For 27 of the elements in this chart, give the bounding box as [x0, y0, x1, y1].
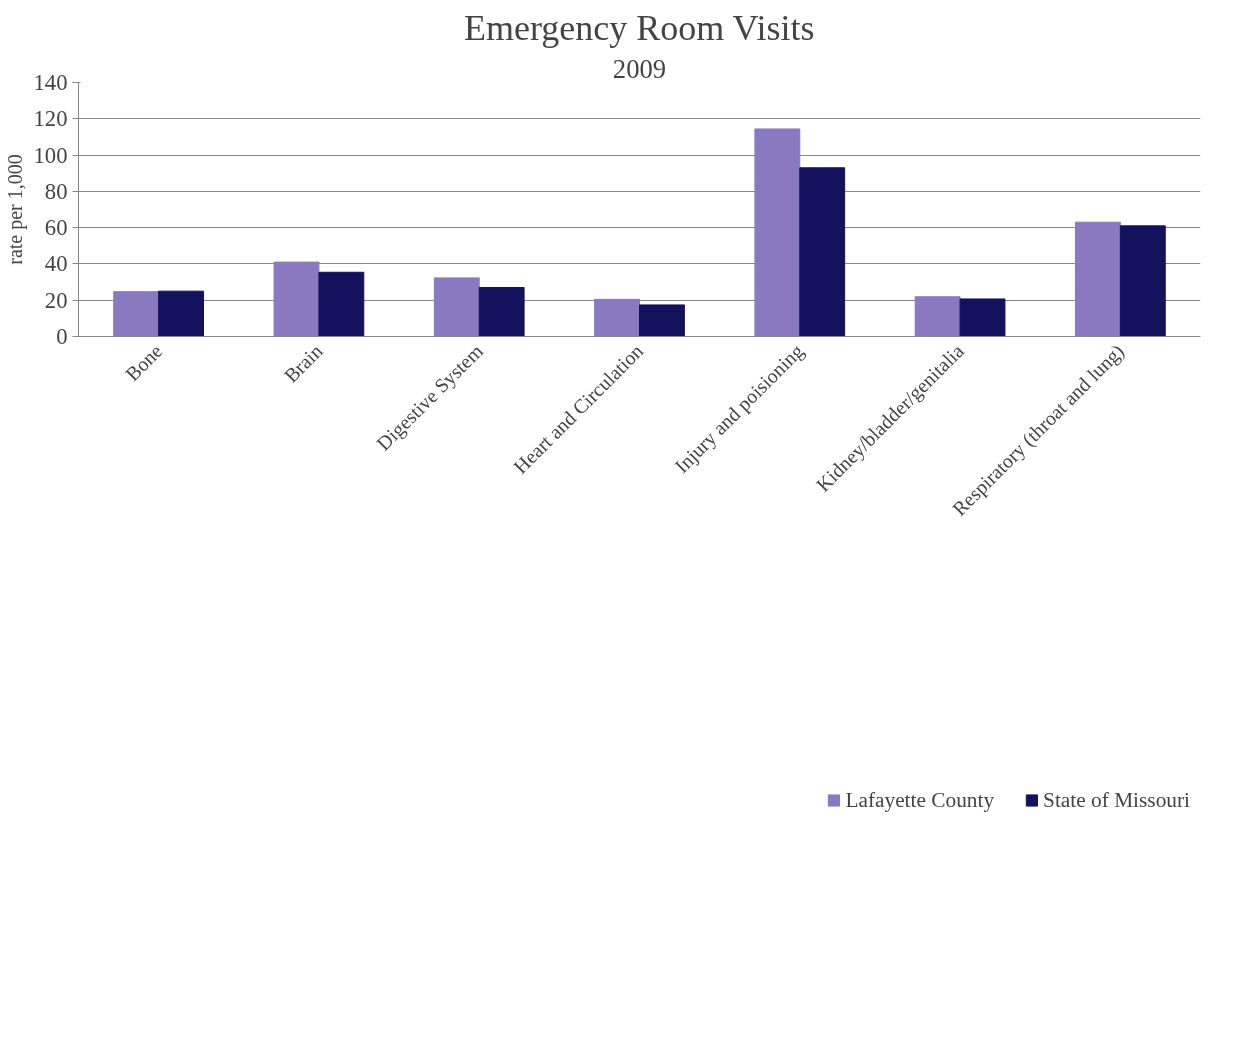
legend-label: Lafayette County: [845, 787, 995, 813]
bar: [318, 271, 365, 337]
bar: [959, 298, 1006, 337]
y-tick-label: 120: [33, 106, 68, 132]
bar: [754, 128, 801, 337]
bar: [1074, 221, 1121, 337]
chart-title: Emergency Room Visits: [463, 7, 815, 48]
bar: [914, 296, 961, 337]
y-tick-label: 20: [44, 287, 68, 313]
bar: [1119, 225, 1166, 337]
bar: [639, 304, 685, 337]
bar: [158, 290, 205, 337]
y-tick-label: 140: [33, 70, 68, 95]
bar: [273, 261, 320, 337]
y-tick-label: 0: [56, 324, 68, 349]
y-tick-label: 60: [44, 215, 68, 241]
bar: [799, 167, 846, 337]
chart-subtitle: 2009: [612, 53, 667, 84]
bar: [594, 298, 640, 337]
y-tick-label: 40: [44, 251, 68, 277]
y-axis-title: rate per 1,000: [3, 154, 27, 265]
bar: [478, 287, 525, 337]
bar: [113, 291, 160, 337]
y-tick-label: 80: [44, 178, 68, 204]
y-tick-label: 100: [33, 142, 68, 168]
bar: [433, 277, 480, 337]
legend-label: State of Missouri: [1043, 787, 1190, 813]
